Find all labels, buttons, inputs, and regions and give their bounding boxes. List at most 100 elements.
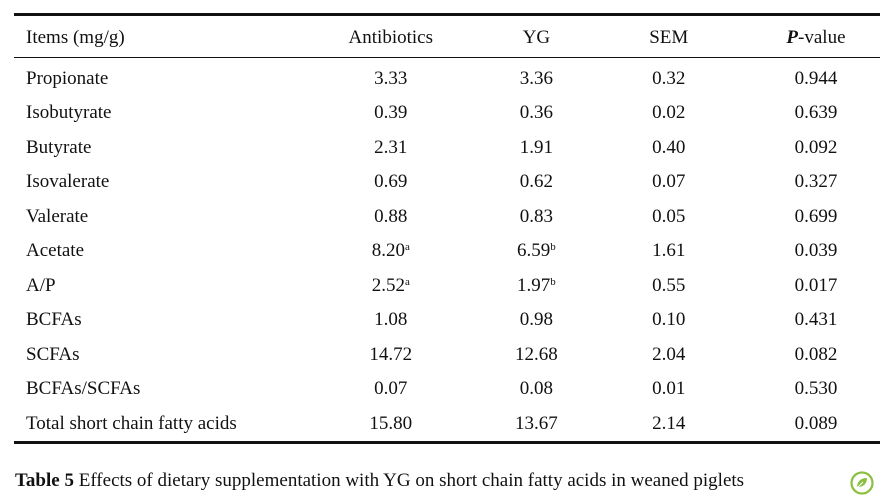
row-sem-cell-value: 0.01 xyxy=(652,378,686,400)
row-antibiotics-cell: 8.20a xyxy=(294,234,487,269)
row-sem-cell-value: 0.02 xyxy=(652,102,686,124)
row-item-cell: Isovalerate xyxy=(14,165,294,200)
row-sem-cell-value: 0.10 xyxy=(652,309,686,331)
significance-superscript: a xyxy=(404,275,410,288)
table-row: BCFAs/SCFAs 0.07 0.08 0.01 0.530 xyxy=(14,372,880,407)
row-p-value-cell: 0.327 xyxy=(752,165,880,200)
row-p-value-cell: 0.089 xyxy=(752,406,880,442)
row-item-cell: Butyrate xyxy=(14,130,294,165)
row-p-value-cell-value: 0.327 xyxy=(794,171,838,193)
row-p-value-cell-value: 0.530 xyxy=(794,378,838,400)
row-yg-cell-value: 6.59 xyxy=(517,240,551,262)
row-item-cell-value: Butyrate xyxy=(26,136,92,158)
table-row: A/P 2.52a 1.97b 0.55 0.017 xyxy=(14,268,880,303)
row-yg-cell-value: 12.68 xyxy=(515,343,558,365)
row-item-cell-value: Acetate xyxy=(26,240,85,262)
row-sem-cell-value: 0.40 xyxy=(652,136,686,158)
results-table: Items (mg/g) Antibiotics YG SEM P-value … xyxy=(14,13,880,444)
header-p-letter: P xyxy=(786,27,799,48)
table-row: Valerate 0.88 0.83 0.05 0.699 xyxy=(14,199,880,234)
header-sem: SEM xyxy=(649,27,689,48)
row-item-cell-value: SCFAs xyxy=(26,343,80,365)
row-yg-cell: 13.67 xyxy=(487,406,585,442)
row-item-cell: Total short chain fatty acids xyxy=(14,406,294,442)
table-row: Butyrate 2.31 1.91 0.40 0.092 xyxy=(14,130,880,165)
row-yg-cell-value: 0.62 xyxy=(519,171,554,193)
row-antibiotics-cell: 3.33 xyxy=(294,58,487,96)
header-items: Items (mg/g) xyxy=(26,27,125,48)
row-antibiotics-cell-value: 15.80 xyxy=(369,412,413,434)
row-sem-cell: 0.32 xyxy=(586,58,752,96)
row-p-value-cell-value: 0.431 xyxy=(794,309,838,331)
row-item-cell-value: Total short chain fatty acids xyxy=(26,412,237,434)
row-p-value-cell-value: 0.639 xyxy=(794,102,838,124)
row-sem-cell-value: 2.04 xyxy=(652,343,686,365)
row-item-cell-value: BCFAs xyxy=(26,309,82,331)
row-item-cell-value: A/P xyxy=(26,274,56,296)
row-sem-cell-value: 0.32 xyxy=(652,67,686,89)
row-item-cell-value: Isovalerate xyxy=(26,171,110,193)
table-header-row: Items (mg/g) Antibiotics YG SEM P-value xyxy=(14,14,880,58)
row-yg-cell: 0.36 xyxy=(487,96,585,131)
row-yg-cell: 0.83 xyxy=(487,199,585,234)
table-row: Acetate 8.20a 6.59b 1.61 0.039 xyxy=(14,234,880,269)
row-p-value-cell-value: 0.944 xyxy=(794,67,838,89)
significance-superscript: a xyxy=(404,241,410,254)
row-p-value-cell: 0.039 xyxy=(752,234,880,269)
data-table-wrapper: Items (mg/g) Antibiotics YG SEM P-value … xyxy=(14,13,880,444)
row-yg-cell: 0.62 xyxy=(487,165,585,200)
row-antibiotics-cell: 0.39 xyxy=(294,96,487,131)
row-sem-cell: 2.14 xyxy=(586,406,752,442)
table-row: Isobutyrate 0.39 0.36 0.02 0.639 xyxy=(14,96,880,131)
row-sem-cell: 0.05 xyxy=(586,199,752,234)
row-sem-cell: 0.40 xyxy=(586,130,752,165)
row-yg-cell-value: 13.67 xyxy=(515,412,558,434)
row-yg-cell-value: 0.83 xyxy=(519,205,554,227)
row-sem-cell: 0.02 xyxy=(586,96,752,131)
row-p-value-cell: 0.017 xyxy=(752,268,880,303)
row-p-value-cell-value: 0.017 xyxy=(794,274,838,296)
row-sem-cell-value: 0.55 xyxy=(652,274,686,296)
row-item-cell: SCFAs xyxy=(14,337,294,372)
row-p-value-cell: 0.431 xyxy=(752,303,880,338)
table-caption: Table 5 Effects of dietary supplementati… xyxy=(15,470,744,492)
header-antibiotics: Antibiotics xyxy=(348,27,433,48)
row-p-value-cell: 0.092 xyxy=(752,130,880,165)
row-sem-cell: 0.55 xyxy=(586,268,752,303)
row-yg-cell-value: 0.08 xyxy=(519,378,554,400)
row-sem-cell-value: 1.61 xyxy=(652,240,686,262)
row-item-cell: Acetate xyxy=(14,234,294,269)
row-p-value-cell: 0.082 xyxy=(752,337,880,372)
row-antibiotics-cell: 0.07 xyxy=(294,372,487,407)
table-row: Total short chain fatty acids 15.80 13.67 2… xyxy=(14,406,880,442)
caption-label: Table 5 xyxy=(15,470,74,491)
row-item-cell-value: Valerate xyxy=(26,205,89,227)
header-p-value: P-value xyxy=(752,15,880,58)
row-antibiotics-cell-value: 1.08 xyxy=(374,309,408,331)
header-p-suffix: -value xyxy=(798,27,846,48)
row-yg-cell: 6.59b xyxy=(487,234,585,269)
row-p-value-cell-value: 0.699 xyxy=(794,205,838,227)
row-yg-cell: 12.68 xyxy=(487,337,585,372)
row-p-value-cell-value: 0.089 xyxy=(794,412,838,434)
row-sem-cell-value: 0.05 xyxy=(652,205,686,227)
row-item-cell-value: Isobutyrate xyxy=(26,102,112,124)
row-antibiotics-cell: 14.72 xyxy=(294,337,487,372)
row-antibiotics-cell: 2.31 xyxy=(294,130,487,165)
row-sem-cell: 0.07 xyxy=(586,165,752,200)
row-antibiotics-cell: 1.08 xyxy=(294,303,487,338)
row-sem-cell: 0.10 xyxy=(586,303,752,338)
row-antibiotics-cell: 0.69 xyxy=(294,165,487,200)
row-item-cell: Isobutyrate xyxy=(14,96,294,131)
row-antibiotics-cell-value: 0.07 xyxy=(374,378,408,400)
row-antibiotics-cell: 15.80 xyxy=(294,406,487,442)
table-row: BCFAs 1.08 0.98 0.10 0.431 xyxy=(14,303,880,338)
row-sem-cell-value: 2.14 xyxy=(652,412,686,434)
row-yg-cell-value: 1.97 xyxy=(517,274,551,296)
row-p-value-cell-value: 0.082 xyxy=(794,343,838,365)
row-antibiotics-cell: 2.52a xyxy=(294,268,487,303)
row-antibiotics-cell-value: 2.52 xyxy=(371,274,405,296)
row-p-value-cell-value: 0.039 xyxy=(794,240,838,262)
row-p-value-cell: 0.639 xyxy=(752,96,880,131)
row-item-cell: BCFAs xyxy=(14,303,294,338)
